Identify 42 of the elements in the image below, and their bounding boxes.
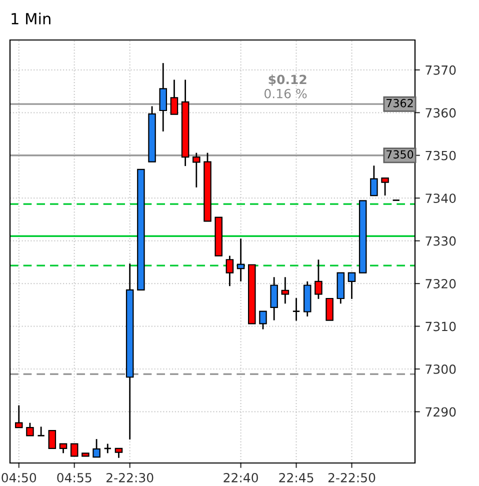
candlestick (326, 298, 334, 321)
candlestick (314, 258, 322, 300)
candlestick (259, 310, 267, 330)
candlestick (159, 62, 168, 132)
x-tick-label: 22:45 (279, 472, 314, 482)
candlestick (114, 448, 123, 459)
candlestick (381, 177, 389, 196)
candlestick (281, 276, 290, 304)
y-tick-label: 7300 (426, 364, 456, 374)
candlestick (270, 276, 278, 321)
candlestick (59, 443, 68, 454)
y-tick-label: 7350 (426, 150, 456, 160)
y-tick-label: 7320 (426, 279, 456, 288)
y-tick-label: 7290 (426, 407, 456, 417)
chart-title: 1 Min (12, 12, 50, 24)
candlestick (92, 438, 100, 458)
x-tick-label: 22:40 (224, 472, 258, 482)
x-tick-label: 04:50 (2, 472, 36, 482)
y-tick-label: 7360 (426, 108, 456, 118)
candlestick (48, 430, 56, 450)
y-tick-label: 7310 (426, 322, 456, 332)
x-tick-label: 04:55 (57, 472, 92, 482)
candlestick (348, 272, 356, 300)
candlestick (170, 79, 178, 116)
candlestick (292, 297, 300, 322)
candlestick (370, 164, 378, 196)
candlestick (14, 404, 23, 428)
candlestick (236, 238, 245, 282)
ref-line-label: 7350 (386, 150, 414, 159)
x-tick-label: 2-22:50 (328, 472, 376, 482)
candlestick (37, 426, 46, 436)
annotation: 0.16 % (264, 88, 307, 98)
y-tick-label: 7370 (426, 65, 456, 75)
ref-line-label: 7362 (386, 98, 413, 108)
candlestick (192, 152, 200, 188)
candlestick (26, 422, 34, 436)
x-tick-label: 2-22:30 (106, 472, 154, 482)
annotation: $0.12 (268, 74, 306, 86)
y-tick-label: 7340 (426, 194, 456, 204)
y-tick-label: 7330 (426, 236, 456, 246)
candlestick (70, 443, 78, 457)
candlestick (226, 255, 234, 287)
